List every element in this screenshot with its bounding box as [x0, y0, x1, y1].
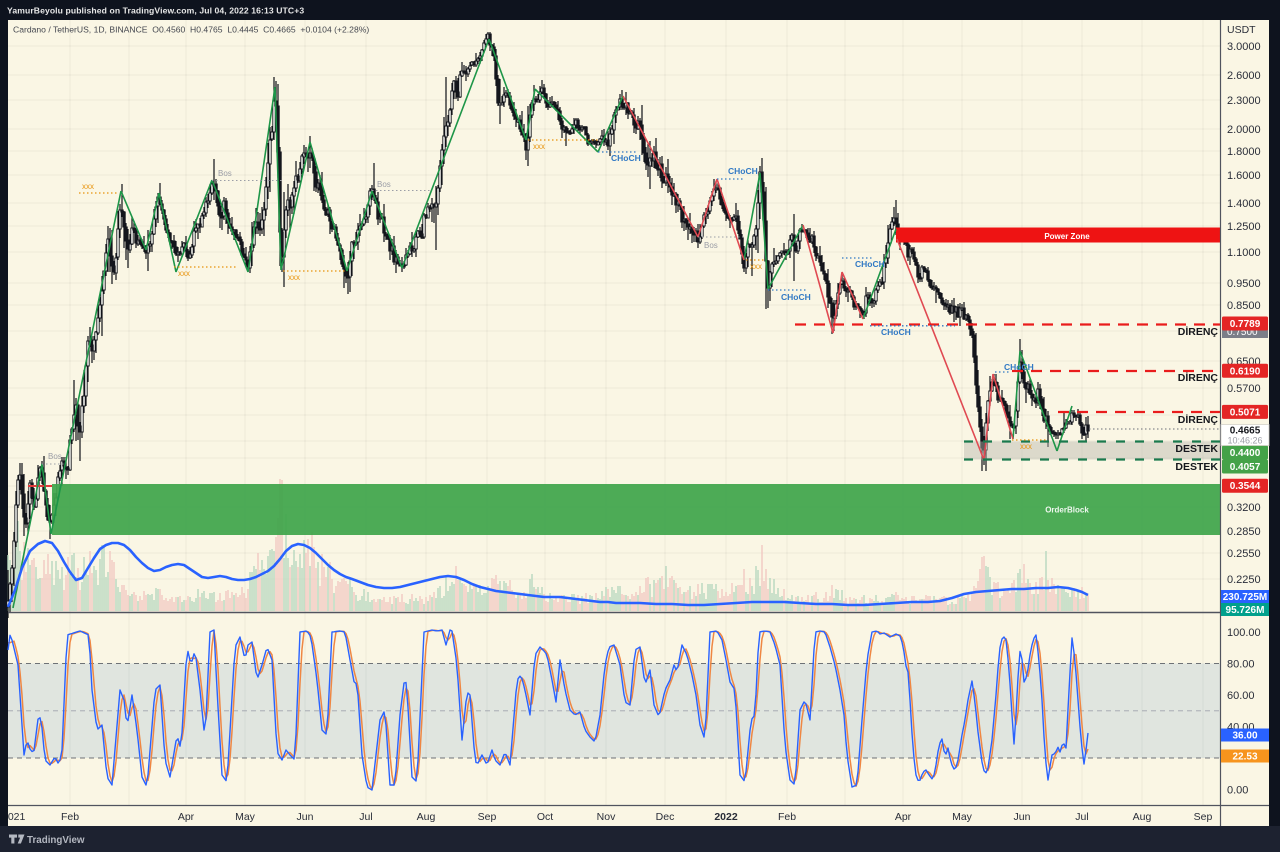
svg-text:CHoCH: CHoCH [728, 166, 758, 176]
svg-text:CHoCH: CHoCH [611, 153, 641, 163]
svg-text:0.8500: 0.8500 [1227, 300, 1261, 312]
svg-text:DESTEK: DESTEK [1175, 461, 1218, 473]
svg-text:DİRENÇ: DİRENÇ [1178, 371, 1219, 384]
svg-text:60.00: 60.00 [1227, 690, 1255, 702]
svg-text:1.1000: 1.1000 [1227, 247, 1261, 259]
svg-text:100.00: 100.00 [1227, 627, 1261, 639]
svg-text:0.7500: 0.7500 [1227, 327, 1258, 338]
svg-text:OrderBlock: OrderBlock [1045, 506, 1089, 515]
svg-text:3.0000: 3.0000 [1227, 41, 1261, 53]
svg-text:Dec: Dec [656, 811, 675, 823]
svg-text:xxx: xxx [750, 262, 762, 271]
svg-text:0.2250: 0.2250 [1227, 574, 1261, 586]
svg-text:0.4057: 0.4057 [1230, 462, 1261, 473]
svg-text:0.5700: 0.5700 [1227, 383, 1261, 395]
svg-text:May: May [952, 811, 973, 823]
svg-text:2.3000: 2.3000 [1227, 95, 1261, 107]
svg-text:xxx: xxx [533, 142, 545, 151]
svg-text:0.4400: 0.4400 [1230, 448, 1261, 459]
svg-text:0.00: 0.00 [1227, 785, 1248, 797]
svg-text:0.6190: 0.6190 [1230, 366, 1261, 377]
svg-text:DİRENÇ: DİRENÇ [1178, 325, 1219, 338]
svg-text:May: May [235, 811, 256, 823]
svg-text:0.7789: 0.7789 [1230, 319, 1261, 330]
svg-text:1.2500: 1.2500 [1227, 221, 1261, 233]
svg-text:1.4000: 1.4000 [1227, 198, 1261, 210]
svg-text:0.4665: 0.4665 [1230, 426, 1261, 437]
svg-text:xxx: xxx [1020, 442, 1032, 451]
svg-text:95.726M: 95.726M [1226, 605, 1265, 616]
svg-text:Feb: Feb [778, 811, 796, 823]
svg-text:1.6000: 1.6000 [1227, 170, 1261, 182]
svg-text:Sep: Sep [478, 811, 497, 823]
svg-text:xxx: xxx [82, 182, 94, 191]
svg-text:Apr: Apr [178, 811, 195, 823]
svg-text:0.2550: 0.2550 [1227, 548, 1261, 560]
svg-text:Bos: Bos [48, 452, 62, 461]
svg-text:Power Zone: Power Zone [1044, 232, 1090, 241]
svg-text:Jun: Jun [297, 811, 314, 823]
svg-text:0.2850: 0.2850 [1227, 526, 1261, 538]
svg-text:2.0000: 2.0000 [1227, 124, 1261, 136]
svg-text:Cardano / TetherUS, 1D, BINANC: Cardano / TetherUS, 1D, BINANCE O0.4560 … [13, 25, 369, 35]
svg-text:0.9500: 0.9500 [1227, 278, 1261, 290]
svg-text:CHoCH: CHoCH [855, 259, 885, 269]
svg-text:22.53: 22.53 [1232, 752, 1257, 763]
svg-text:80.00: 80.00 [1227, 659, 1255, 671]
svg-text:0.5071: 0.5071 [1230, 407, 1261, 418]
svg-text:Jul: Jul [1075, 811, 1088, 823]
svg-text:USDT: USDT [1227, 24, 1256, 36]
svg-text:0.3544: 0.3544 [1230, 481, 1261, 492]
svg-text:Jul: Jul [359, 811, 372, 823]
svg-text:Jun: Jun [1014, 811, 1031, 823]
svg-text:Aug: Aug [417, 811, 436, 823]
svg-text:xxx: xxx [178, 269, 190, 278]
svg-text:Bos: Bos [218, 169, 232, 178]
svg-text:Sep: Sep [1194, 811, 1213, 823]
svg-text:DİRENÇ: DİRENÇ [1178, 413, 1219, 426]
svg-text:Feb: Feb [61, 811, 79, 823]
svg-text:Bos: Bos [377, 180, 391, 189]
svg-text:Nov: Nov [597, 811, 616, 823]
svg-text:YamurBeyolu published on Tradi: YamurBeyolu published on TradingView.com… [7, 6, 304, 16]
svg-text:36.00: 36.00 [1232, 731, 1257, 742]
svg-text:CHoCH: CHoCH [881, 327, 911, 337]
svg-text:1.8000: 1.8000 [1227, 146, 1261, 158]
svg-text:CHoCH: CHoCH [781, 292, 811, 302]
svg-text:xxx: xxx [288, 273, 300, 282]
svg-text:CHoCH: CHoCH [1004, 362, 1034, 372]
svg-text:TradingView: TradingView [27, 835, 85, 846]
svg-text:Oct: Oct [537, 811, 553, 823]
svg-text:0.3200: 0.3200 [1227, 502, 1261, 514]
svg-text:Aug: Aug [1133, 811, 1152, 823]
svg-text:DESTEK: DESTEK [1175, 443, 1218, 455]
svg-text:Apr: Apr [895, 811, 912, 823]
svg-text:2.6000: 2.6000 [1227, 70, 1261, 82]
svg-text:2022: 2022 [714, 811, 738, 823]
svg-text:230.725M: 230.725M [1223, 592, 1267, 603]
svg-text:Bos: Bos [704, 241, 718, 250]
svg-text:10:46:26: 10:46:26 [1227, 436, 1262, 446]
